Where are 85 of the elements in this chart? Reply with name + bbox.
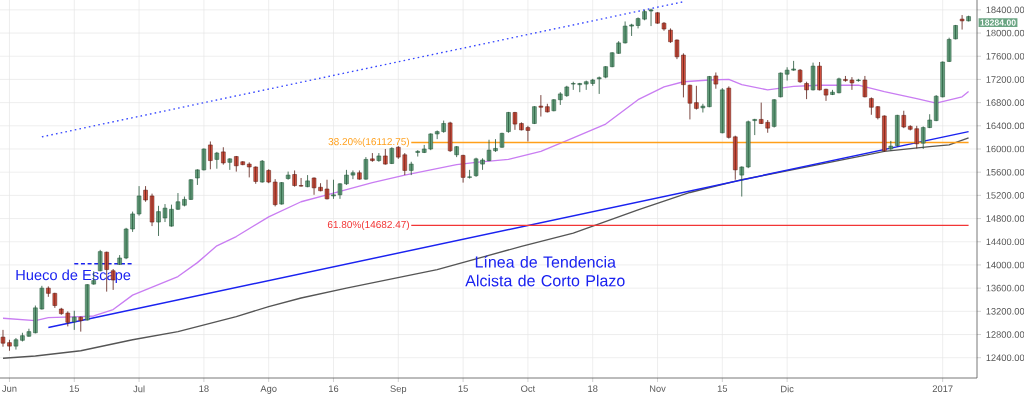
candlestick <box>78 316 83 333</box>
candlestick <box>259 159 265 184</box>
x-tick-label: 15 <box>69 385 80 392</box>
candlestick <box>117 254 122 266</box>
y-tick-label: 16400.00 <box>986 122 1024 130</box>
candlestick <box>959 14 965 30</box>
y-tick-label: 18400.00 <box>986 6 1024 14</box>
y-tick-label: 14000.00 <box>986 261 1024 269</box>
candlestick <box>797 68 803 84</box>
candlestick <box>746 120 751 169</box>
y-tick-label: 13200.00 <box>986 308 1024 315</box>
y-tick-label: 13600.00 <box>986 284 1024 292</box>
candlestick <box>733 135 738 181</box>
candlestick <box>415 149 420 157</box>
candlestick <box>778 72 783 98</box>
candlestick <box>771 98 777 128</box>
candlestick <box>752 118 757 136</box>
candlestick <box>700 103 706 113</box>
y-tick-label: 16800.00 <box>986 99 1024 106</box>
candlestick <box>720 87 725 134</box>
candlestick <box>221 146 226 166</box>
y-tick-label: 16000.00 <box>986 145 1024 153</box>
y-tick-label: 15200.00 <box>986 192 1024 199</box>
candlestick <box>739 165 744 197</box>
candlestick <box>810 62 816 91</box>
x-tick-label: Jul <box>133 385 145 393</box>
candlestick <box>856 78 861 83</box>
candlestick <box>538 94 544 117</box>
x-tick-label: Nov <box>649 385 666 392</box>
candlestick <box>888 140 894 152</box>
y-tick-label: 12800.00 <box>986 331 1024 338</box>
candlestick <box>953 24 958 40</box>
y-tick-label: 18000.00 <box>986 29 1024 37</box>
x-tick-label: 18 <box>588 385 598 392</box>
candlestick <box>370 152 375 163</box>
text: 18284.00 <box>980 19 1016 26</box>
candlestick <box>713 72 719 90</box>
candlestick <box>707 75 712 108</box>
candlestick <box>72 310 77 331</box>
candlestick <box>966 15 971 22</box>
line-series <box>2 137 970 359</box>
candlestick <box>357 170 362 181</box>
x-tick-label: 16 <box>329 385 339 392</box>
series-label: Línea de Tendencia Alcista de Corto Plazo <box>465 255 625 287</box>
candlestick <box>506 111 511 134</box>
candlestick <box>895 114 900 148</box>
candlestick <box>901 110 906 129</box>
candlestick <box>454 145 459 158</box>
y-tick-label: 17200.00 <box>986 76 1024 83</box>
candlestick <box>214 151 220 170</box>
candlestick <box>272 178 278 207</box>
y-tick-label: 14400.00 <box>986 238 1024 246</box>
candlestick <box>266 168 271 184</box>
x-tick-label: Jun <box>2 385 17 392</box>
candlestick <box>532 105 537 125</box>
x-tick-label: 2017 <box>932 385 953 392</box>
y-tick-label: 12400.00 <box>986 354 1024 362</box>
candlestick <box>227 157 233 171</box>
candlestick <box>545 103 550 113</box>
x-tick-label: 15 <box>717 385 728 392</box>
x-tick-label: Ago <box>260 385 277 394</box>
candlestick <box>551 98 557 112</box>
candlestick <box>383 148 388 166</box>
x-tick-label: Sep <box>390 385 407 394</box>
candlestick <box>726 85 732 139</box>
candlestick <box>305 174 310 188</box>
series-label: 38.20%(16112.75) <box>328 137 410 148</box>
x-tick-label: Oct <box>521 385 536 392</box>
candlestick <box>389 146 395 165</box>
candlestick <box>409 161 414 176</box>
candlestick <box>804 81 809 100</box>
line-series <box>2 78 970 322</box>
candlestick <box>208 141 213 170</box>
candlestick <box>97 249 103 272</box>
candlestick <box>279 181 284 206</box>
candlestick <box>499 132 505 149</box>
x-tick-label: 15 <box>458 385 468 392</box>
x-tick-label: Dic <box>781 385 794 393</box>
y-tick-label: 15600.00 <box>986 168 1024 176</box>
x-tick-label: 18 <box>199 385 209 392</box>
candlestick <box>467 169 472 179</box>
candlestick <box>882 114 887 153</box>
y-tick-label: 17600.00 <box>986 52 1024 60</box>
series-label: 61.80%(14682.47) <box>327 220 410 231</box>
y-tick-label: 14800.00 <box>986 215 1024 222</box>
